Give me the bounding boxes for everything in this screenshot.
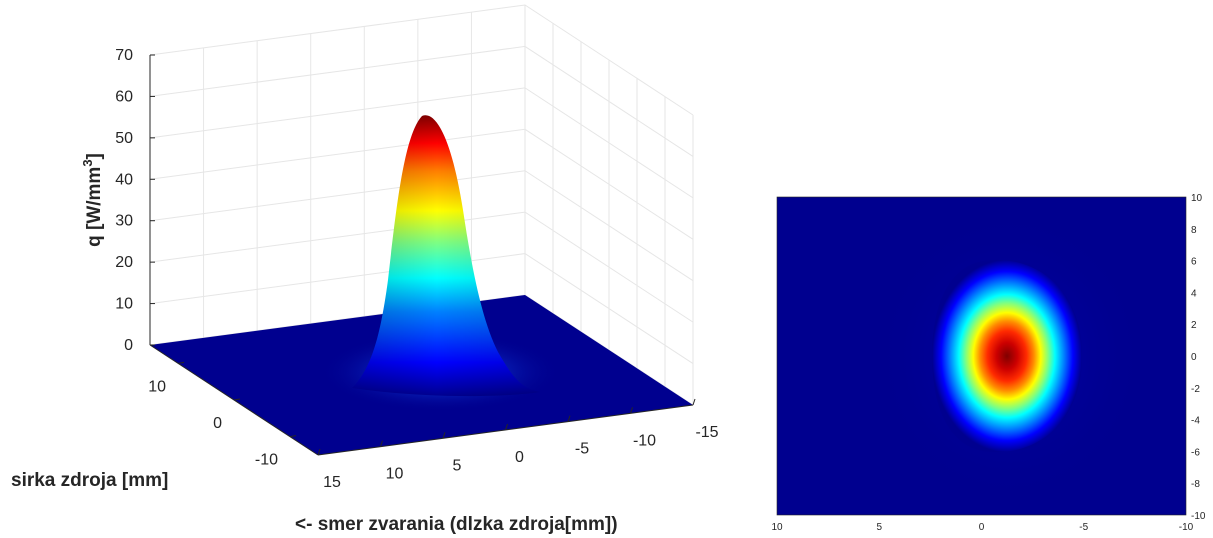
heatmap-y-tick-label: 0	[1191, 352, 1197, 363]
x-tick-labels: 15 10 5 0 -5 -10 -15	[323, 424, 719, 491]
heatmap-y-tick-label: -2	[1191, 384, 1200, 395]
heatmap-y-tick-label: -8	[1191, 479, 1200, 490]
heatmap-y-tick-label: -6	[1191, 447, 1200, 458]
heatmap-hotspot	[932, 259, 1082, 453]
z-tick-labels: 0 10 20 30 40 50 60 70	[115, 47, 133, 354]
heatmap-y-tick-labels: 10 8 6 4 2 0 -2 -4 -6 -8 -10	[1191, 193, 1206, 522]
y-tick-label: 10	[148, 378, 166, 395]
x-tick-label: -10	[633, 432, 656, 449]
heatmap-x-tick-label: 10	[771, 522, 783, 533]
x-tick-label: 10	[386, 466, 404, 483]
x-axis-label: <- smer zvarania (dlzka zdroja[mm])	[295, 514, 618, 535]
y-axis-label: sirka zdroja [mm]	[11, 470, 168, 491]
tick-marks	[150, 54, 696, 456]
heatmap-y-tick-label: 4	[1191, 288, 1197, 299]
x-tick-label: 15	[323, 474, 341, 491]
z-tick-label: 60	[115, 88, 133, 105]
heatmap-plot: 10 5 0 -5 -10 10 8 6 4 2 0 -2 -4 -6 -8 -10	[771, 193, 1205, 533]
x-tick-label: 5	[453, 457, 462, 474]
heatmap-y-tick-label: -4	[1191, 416, 1200, 427]
heatmap-y-tick-label: 6	[1191, 257, 1197, 268]
heatmap-y-tick-label: -10	[1191, 511, 1206, 522]
heatmap-x-tick-label: 0	[979, 522, 985, 533]
z-tick-label: 50	[115, 130, 133, 147]
y-tick-label: -10	[255, 452, 278, 469]
heatmap-x-tick-label: -10	[1179, 522, 1194, 533]
y-tick-labels: 10 0 -10	[148, 378, 278, 468]
z-tick-label: 0	[124, 337, 133, 354]
heatmap-x-tick-label: 5	[876, 522, 882, 533]
z-tick-label: 20	[115, 254, 133, 271]
heatmap-x-tick-label: -5	[1079, 522, 1088, 533]
x-tick-label: 0	[515, 449, 524, 466]
heatmap-y-tick-label: 8	[1191, 225, 1197, 236]
x-tick-label: -15	[695, 424, 718, 441]
grid-lines	[149, 4, 694, 406]
heatmap-x-tick-labels: 10 5 0 -5 -10	[771, 522, 1193, 533]
z-tick-label: 70	[115, 47, 133, 64]
z-tick-label: 30	[115, 213, 133, 230]
z-tick-label: 10	[115, 296, 133, 313]
z-tick-label: 40	[115, 171, 133, 188]
heatmap-y-tick-label: 10	[1191, 193, 1203, 204]
x-tick-label: -5	[575, 441, 589, 458]
heatmap-y-tick-label: 2	[1191, 320, 1197, 331]
heatmap-frame	[776, 196, 1187, 516]
surface-peak-shading	[352, 115, 540, 397]
y-tick-label: 0	[213, 415, 222, 432]
z-axis-label: q [W/mm3]	[80, 153, 105, 247]
